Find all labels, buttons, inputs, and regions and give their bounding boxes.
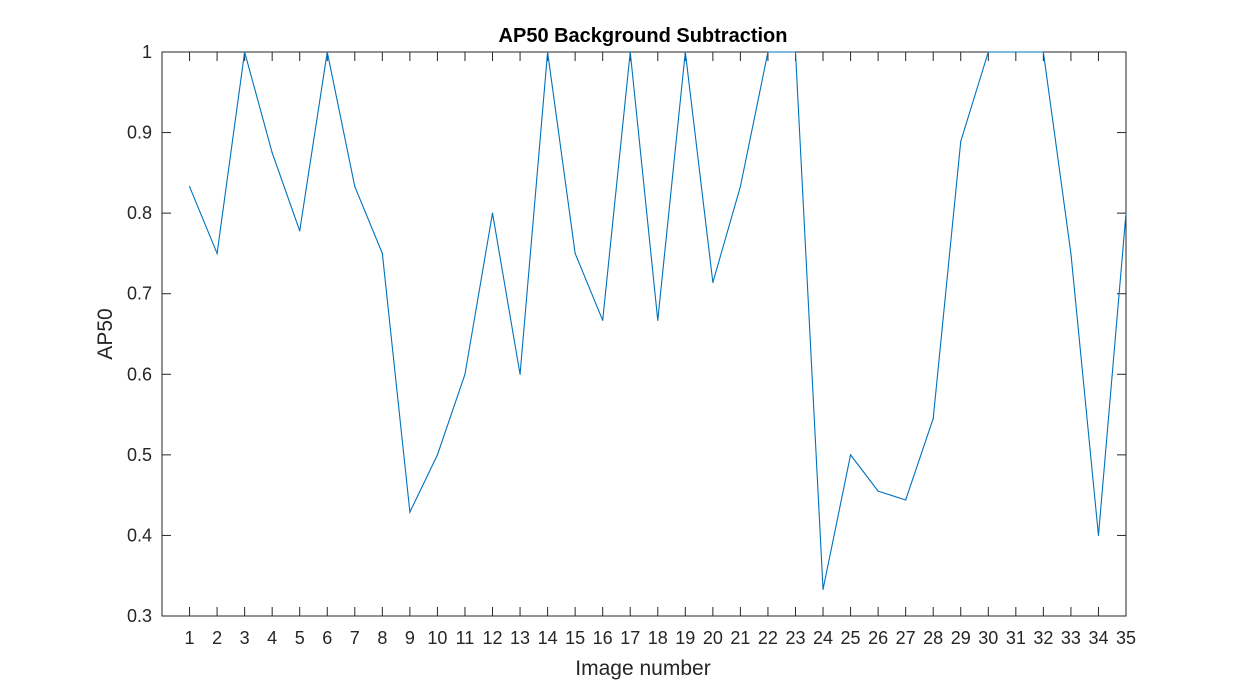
data-point xyxy=(960,140,962,143)
data-point xyxy=(712,281,714,284)
data-point xyxy=(244,51,246,53)
x-tick-label: 8 xyxy=(377,628,387,648)
data-point xyxy=(188,185,191,188)
data-point xyxy=(794,51,797,53)
x-tick-label: 19 xyxy=(675,628,695,648)
x-tick-label: 25 xyxy=(841,628,861,648)
x-tick-label: 7 xyxy=(350,628,360,648)
y-tick-label: 0.8 xyxy=(127,203,152,223)
series-layer xyxy=(188,51,1127,591)
x-axis-label: Image number xyxy=(575,657,710,680)
data-point xyxy=(519,373,521,375)
data-point xyxy=(1015,51,1017,53)
data-point xyxy=(602,319,604,321)
y-tick-label: 0.6 xyxy=(127,364,152,384)
x-axis: 1 2 3 4 5 6 7 8 9 10 11 12 13 14 15 16 17 18 19 20 21 22 23 24 2… xyxy=(185,52,1136,648)
data-point xyxy=(326,51,328,53)
data-point xyxy=(657,319,659,321)
data-point xyxy=(299,230,301,232)
x-tick-label: 27 xyxy=(896,628,916,648)
data-point xyxy=(216,252,218,255)
x-tick-label: 23 xyxy=(785,628,805,648)
x-tick-label: 34 xyxy=(1088,628,1108,648)
x-tick-label: 3 xyxy=(240,628,250,648)
chart-title: AP50 Background Subtraction xyxy=(499,25,788,47)
y-axis: 0.3 0.4 0.5 0.6 0.7 0.8 0.9 1 xyxy=(127,42,1126,626)
x-tick-label: 29 xyxy=(951,628,971,648)
data-point xyxy=(436,454,439,456)
data-point xyxy=(464,373,466,375)
x-tick-label: 33 xyxy=(1061,628,1081,648)
x-tick-label: 12 xyxy=(482,628,502,648)
x-tick-label: 2 xyxy=(212,628,222,648)
data-point xyxy=(409,511,411,513)
x-tick-label: 15 xyxy=(565,628,585,648)
x-tick-label: 17 xyxy=(620,628,640,648)
x-tick-label: 21 xyxy=(730,628,750,648)
x-tick-label: 28 xyxy=(923,628,943,648)
y-axis-label: AP50 xyxy=(94,308,117,359)
y-tick-label: 0.3 xyxy=(127,606,152,626)
x-tick-label: 13 xyxy=(510,628,530,648)
data-point xyxy=(629,51,631,53)
y-tick-label: 0.9 xyxy=(127,123,152,143)
data-point xyxy=(381,252,383,255)
x-tick-label: 24 xyxy=(813,628,833,648)
x-tick-label: 9 xyxy=(405,628,415,648)
data-point xyxy=(849,454,852,456)
x-tick-label: 26 xyxy=(868,628,888,648)
x-tick-label: 14 xyxy=(538,628,558,648)
x-tick-label: 11 xyxy=(456,628,475,648)
data-point xyxy=(491,212,494,214)
x-tick-label: 4 xyxy=(267,628,277,648)
y-tick-label: 0.4 xyxy=(127,525,152,545)
data-point xyxy=(354,185,356,188)
x-tick-label: 5 xyxy=(295,628,305,648)
x-tick-label: 30 xyxy=(978,628,998,648)
data-point xyxy=(905,499,907,501)
data-point xyxy=(877,490,879,492)
plot-area xyxy=(161,51,1127,617)
x-tick-label: 22 xyxy=(758,628,778,648)
data-point xyxy=(1070,252,1072,255)
y-tick-label: 0.5 xyxy=(127,445,152,465)
x-tick-label: 10 xyxy=(427,628,447,648)
x-tick-label: 31 xyxy=(1006,628,1026,648)
data-point xyxy=(739,185,742,188)
x-tick-label: 20 xyxy=(703,628,723,648)
x-tick-label: 35 xyxy=(1116,628,1136,648)
data-point xyxy=(932,418,934,420)
data-point xyxy=(547,51,549,53)
x-tick-label: 18 xyxy=(648,628,668,648)
data-point xyxy=(1042,51,1044,53)
data-point xyxy=(1097,534,1100,537)
data-point xyxy=(684,51,686,53)
x-tick-label: 32 xyxy=(1033,628,1053,648)
data-point xyxy=(822,588,824,591)
data-point xyxy=(1125,212,1127,214)
data-point xyxy=(987,51,989,53)
x-tick-label: 6 xyxy=(322,628,332,648)
y-tick-label: 0.7 xyxy=(127,284,152,304)
x-tick-label: 16 xyxy=(593,628,613,648)
data-point xyxy=(574,252,576,255)
x-tick-label: 1 xyxy=(185,628,195,648)
data-point xyxy=(271,152,273,154)
y-tick-label: 1 xyxy=(142,42,152,62)
data-point xyxy=(767,51,769,53)
